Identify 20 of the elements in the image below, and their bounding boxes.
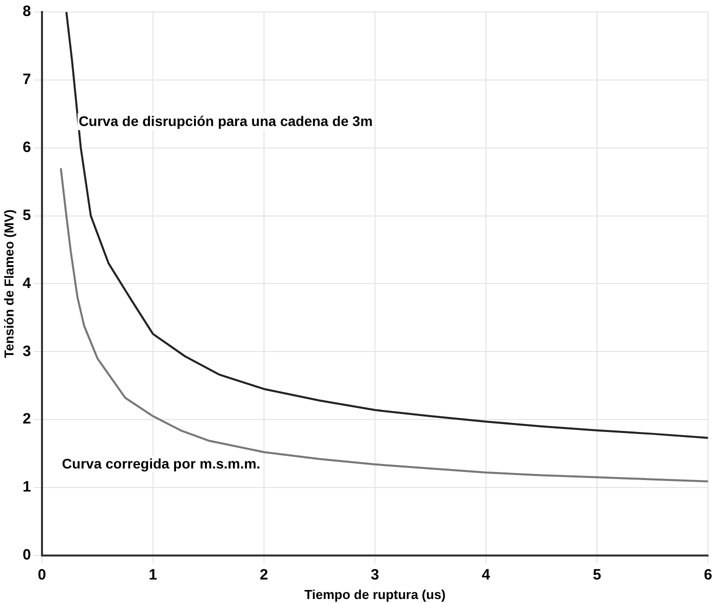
- x-tick-label: 3: [370, 566, 380, 584]
- y-tick-label: 1: [22, 478, 31, 496]
- annotation: Curva de disrupción para una cadena de 3m: [78, 113, 373, 130]
- x-tick-label: 1: [148, 566, 158, 584]
- y-tick-label: 8: [22, 3, 31, 20]
- x-axis-title: Tiempo de ruptura (us): [304, 586, 446, 602]
- y-tick-label: 2: [22, 410, 31, 428]
- y-tick-label: 7: [22, 71, 31, 88]
- x-tick-label: 5: [592, 566, 602, 584]
- x-tick-label: 6: [704, 566, 712, 584]
- x-tick-label: 4: [482, 566, 491, 584]
- x-tick-label: 0: [38, 566, 46, 584]
- y-tick-label: 5: [22, 206, 31, 224]
- x-tick-label: 2: [260, 566, 268, 584]
- y-tick-label: 3: [22, 342, 31, 360]
- y-tick-label: 6: [22, 138, 31, 156]
- y-tick-label: 4: [22, 274, 32, 292]
- annotation: Curva corregida por m.s.m.m.: [62, 455, 260, 472]
- y-tick-label: 0: [22, 546, 31, 564]
- y-axis-title: Tensión de Flameo (MV): [1, 209, 16, 358]
